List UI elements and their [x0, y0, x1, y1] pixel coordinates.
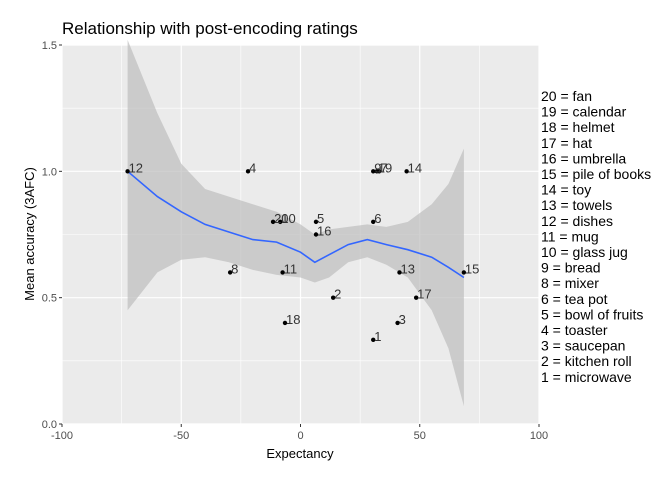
key-line: 5 = bowl of fruits [541, 306, 643, 322]
key-line: 2 = kitchen roll [541, 353, 632, 369]
y-tick-label: 1.0 [42, 166, 57, 178]
key-line: 17 = hat [541, 135, 592, 151]
x-tick-label: 0 [297, 430, 303, 442]
y-axis-title: Mean accuracy (3AFC) [22, 167, 37, 301]
point-label: 9 [374, 160, 381, 175]
key-line: 20 = fan [541, 88, 592, 104]
x-tick-label: 100 [530, 430, 548, 442]
point-label: 15 [465, 261, 479, 276]
key-line: 11 = mug [541, 228, 599, 244]
x-tick-label: -100 [51, 430, 73, 442]
data-point [397, 270, 402, 275]
key-line: 14 = toy [541, 182, 591, 198]
smooth-line [127, 170, 465, 279]
data-point [313, 232, 319, 237]
x-axis-title: Expectancy [266, 446, 334, 461]
point-label: 19 [378, 160, 392, 175]
key-line: 1 = microwave [541, 369, 632, 385]
key-line: 9 = bread [541, 260, 601, 276]
point-label: 1 [374, 329, 381, 344]
point-label: 16 [317, 224, 331, 239]
point-label: 17 [417, 287, 431, 302]
data-point [282, 320, 288, 326]
point-label: 8 [231, 261, 238, 276]
point-label: 2 [334, 287, 341, 302]
chart-title: Relationship with post-encoding ratings [62, 19, 358, 38]
data-point [371, 337, 376, 343]
confidence-band [127, 39, 464, 407]
key-line: 13 = towels [541, 197, 612, 213]
data-point [313, 219, 319, 225]
point-label: 11 [284, 261, 298, 276]
y-axis-ticks: 0.0 0.5 1.0 1.5 [42, 40, 62, 431]
data-point [330, 295, 336, 300]
data-point [371, 169, 376, 174]
point-label: 4 [249, 160, 256, 175]
y-tick-label: 1.5 [42, 40, 57, 52]
key-line: 12 = dishes [541, 213, 613, 229]
key-line: 16 = umbrella [541, 150, 626, 166]
data-point [413, 295, 419, 300]
data-point [270, 219, 276, 225]
key-line: 19 = calendar [541, 104, 627, 120]
data-point [377, 169, 382, 174]
data-point [278, 219, 283, 225]
point-label: 5 [317, 211, 324, 226]
key-line: 6 = tea pot [541, 291, 608, 307]
key-line: 4 = toaster [541, 322, 608, 338]
data-point [461, 270, 467, 275]
data-point [125, 169, 130, 174]
x-tick-label: 50 [414, 430, 426, 442]
point-label: 12 [129, 160, 143, 175]
point-label: 14 [408, 160, 422, 175]
point-label: 20 [274, 211, 288, 226]
data-point [280, 270, 285, 275]
data-point [227, 270, 233, 275]
point-label: 7 [380, 160, 387, 175]
point-label: 3 [399, 312, 406, 327]
x-tick-label: -50 [173, 430, 189, 442]
data-points [125, 169, 467, 343]
y-tick-label: 0.5 [42, 293, 57, 305]
data-point [371, 219, 376, 225]
key-line: 18 = helmet [541, 119, 615, 135]
key-line: 15 = pile of books [541, 166, 651, 182]
key-line: 3 = saucepan [541, 338, 625, 354]
data-point [395, 320, 400, 326]
point-label: 13 [400, 261, 414, 276]
point-label: 6 [374, 211, 381, 226]
data-point [245, 169, 251, 174]
point-label: 18 [286, 312, 300, 327]
key-line: 8 = mixer [541, 275, 599, 291]
data-point [404, 169, 409, 174]
y-tick-label: 0.0 [42, 419, 57, 431]
key-line: 10 = glass jug [541, 244, 628, 260]
x-axis-ticks: -100 -50 0 50 100 [51, 424, 548, 442]
point-label: 10 [281, 211, 295, 226]
